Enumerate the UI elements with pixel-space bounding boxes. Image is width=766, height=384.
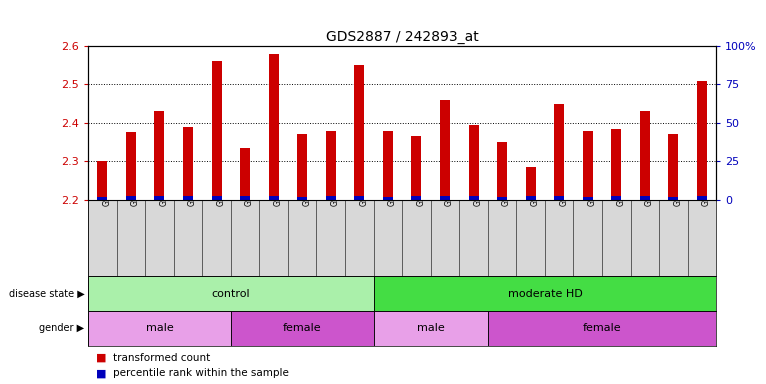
Text: GSM217774: GSM217774 [188,160,197,206]
Bar [355,196,365,200]
Bar [240,196,250,200]
Text: GSM217785: GSM217785 [417,160,425,206]
Bar [525,196,535,200]
Bar [355,65,365,200]
Bar [126,196,136,200]
Bar [97,161,107,200]
Text: GSM217772: GSM217772 [131,160,140,206]
Bar [269,196,279,200]
Text: GSM217766: GSM217766 [245,160,254,206]
Bar [611,196,621,200]
Text: GSM217776: GSM217776 [502,160,511,206]
Bar [88,311,231,346]
Text: GSM217786: GSM217786 [445,160,454,206]
Bar [611,129,621,200]
Bar [326,131,336,200]
Bar [211,196,221,200]
Text: GSM217778: GSM217778 [559,160,568,206]
Text: GSM217781: GSM217781 [645,160,654,206]
Bar [697,81,707,200]
Bar [155,111,165,200]
Bar [583,131,593,200]
Bar [374,276,716,311]
Text: GSM217780: GSM217780 [617,160,625,206]
Text: GSM217768: GSM217768 [303,160,311,206]
Bar [640,196,650,200]
Bar [497,197,507,200]
Bar [97,197,107,200]
Bar [269,54,279,200]
Bar [126,132,136,200]
Bar [383,197,393,200]
Text: gender ▶: gender ▶ [39,323,84,333]
Bar [155,196,165,200]
Bar [183,127,193,200]
Text: GSM217775: GSM217775 [217,160,225,206]
Bar [297,134,307,200]
Text: male: male [146,323,173,333]
Bar [183,196,193,200]
Bar [88,276,374,311]
Bar [440,100,450,200]
Text: GSM217770: GSM217770 [359,160,368,206]
Text: GSM217779: GSM217779 [588,160,597,206]
Bar [240,148,250,200]
Text: GDS2887 / 242893_at: GDS2887 / 242893_at [326,30,479,44]
Text: male: male [417,323,444,333]
Text: transformed count: transformed count [113,353,210,363]
Text: GSM217767: GSM217767 [273,160,283,206]
Text: percentile rank within the sample: percentile rank within the sample [113,368,289,378]
Text: GSM217787: GSM217787 [473,160,483,206]
Text: GSM217782: GSM217782 [673,160,683,206]
Bar [383,131,393,200]
Bar [411,196,421,200]
Text: GSM217777: GSM217777 [531,160,539,206]
Bar [554,104,565,200]
Text: moderate HD: moderate HD [508,289,582,299]
Text: disease state ▶: disease state ▶ [8,289,84,299]
Bar [411,136,421,200]
Bar [697,196,707,200]
Bar [440,196,450,200]
Text: GSM217771: GSM217771 [103,160,111,206]
Bar [211,61,221,200]
Bar [297,197,307,200]
Text: GSM217784: GSM217784 [388,160,397,206]
Text: ■: ■ [96,368,106,378]
Bar [583,197,593,200]
Bar [669,134,679,200]
Text: control: control [211,289,250,299]
Text: female: female [283,323,322,333]
Bar [231,311,374,346]
Bar [554,196,565,200]
Bar [469,125,479,200]
Bar [669,197,679,200]
Bar [326,196,336,200]
Bar [469,196,479,200]
Text: ■: ■ [96,353,106,363]
Text: GSM217769: GSM217769 [331,160,340,206]
Bar [488,311,716,346]
Text: GSM217773: GSM217773 [159,160,169,206]
Bar [525,167,535,200]
Bar [497,142,507,200]
Text: female: female [583,323,621,333]
Bar [640,111,650,200]
Bar [374,311,488,346]
Text: GSM217783: GSM217783 [702,160,711,206]
